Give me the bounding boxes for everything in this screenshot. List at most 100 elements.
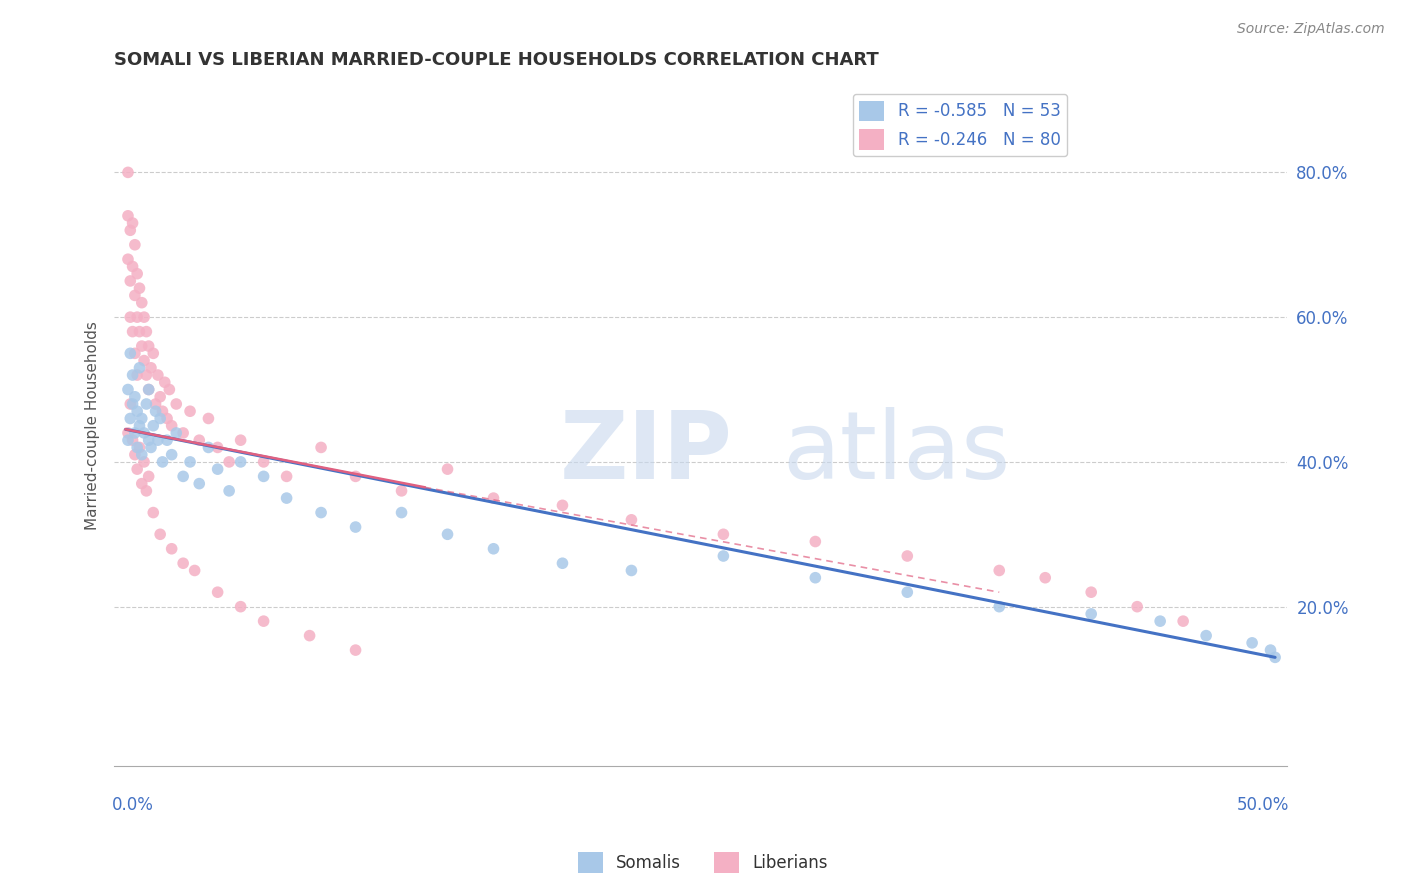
Point [157,383,180,397]
Point [252,469,274,483]
Point [132,425,155,440]
Point [551,556,574,570]
Point [135,368,157,382]
Point [482,491,505,505]
Point [121,368,143,382]
Point [120,310,142,325]
Point [135,483,157,498]
Point [121,260,143,274]
Point [139,441,162,455]
Point [252,614,274,628]
Point [152,404,174,418]
Point [551,499,574,513]
Point [132,310,155,325]
Point [179,404,201,418]
Y-axis label: Married-couple Households: Married-couple Households [86,321,100,530]
Point [160,418,183,433]
Point [482,541,505,556]
Point [188,433,211,447]
Point [138,433,160,447]
Point [145,404,167,418]
Point [436,462,458,476]
Point [132,455,155,469]
Point [124,390,146,404]
Point [127,404,149,418]
Point [896,549,918,563]
Point [127,267,149,281]
Point [165,425,187,440]
Point [1260,643,1282,657]
Point [188,476,211,491]
Point [229,433,252,447]
Point [391,506,413,520]
Point [127,368,149,382]
Point [1149,614,1171,628]
Point [276,469,298,483]
Point [146,433,169,447]
Point [207,441,229,455]
Point [117,165,139,179]
Point [131,411,153,425]
Point [117,209,139,223]
Point [117,425,139,440]
Point [620,564,643,578]
Text: ZIP: ZIP [560,407,733,499]
Point [138,469,160,483]
Point [127,441,149,455]
Point [131,476,153,491]
Point [172,469,194,483]
Point [156,411,179,425]
Point [1241,636,1264,650]
Point [391,483,413,498]
Point [132,353,155,368]
Point [160,448,183,462]
Point [218,483,240,498]
Legend: Somalis, Liberians: Somalis, Liberians [571,846,835,880]
Point [138,383,160,397]
Point [344,520,367,534]
Point [120,274,142,288]
Point [197,411,219,425]
Point [124,346,146,360]
Point [128,441,150,455]
Text: SOMALI VS LIBERIAN MARRIED-COUPLE HOUSEHOLDS CORRELATION CHART: SOMALI VS LIBERIAN MARRIED-COUPLE HOUSEH… [114,51,879,69]
Point [124,288,146,302]
Point [149,390,172,404]
Point [309,506,332,520]
Point [135,397,157,411]
Text: 50.0%: 50.0% [1236,797,1289,814]
Point [229,455,252,469]
Point [172,556,194,570]
Point [142,418,165,433]
Text: atlas: atlas [783,407,1011,499]
Point [1080,585,1102,599]
Point [131,295,153,310]
Point [131,339,153,353]
Point [121,433,143,447]
Point [711,527,734,541]
Point [149,527,172,541]
Point [128,360,150,375]
Text: Source: ZipAtlas.com: Source: ZipAtlas.com [1237,22,1385,37]
Point [896,585,918,599]
Point [197,441,219,455]
Point [124,425,146,440]
Point [153,376,176,390]
Point [988,599,1011,614]
Point [179,455,201,469]
Point [117,383,139,397]
Point [142,346,165,360]
Point [121,397,143,411]
Point [1195,629,1218,643]
Point [146,368,169,382]
Point [128,418,150,433]
Point [121,325,143,339]
Point [124,448,146,462]
Point [124,237,146,252]
Point [309,441,332,455]
Point [121,216,143,230]
Point [276,491,298,505]
Point [172,425,194,440]
Point [128,325,150,339]
Point [131,448,153,462]
